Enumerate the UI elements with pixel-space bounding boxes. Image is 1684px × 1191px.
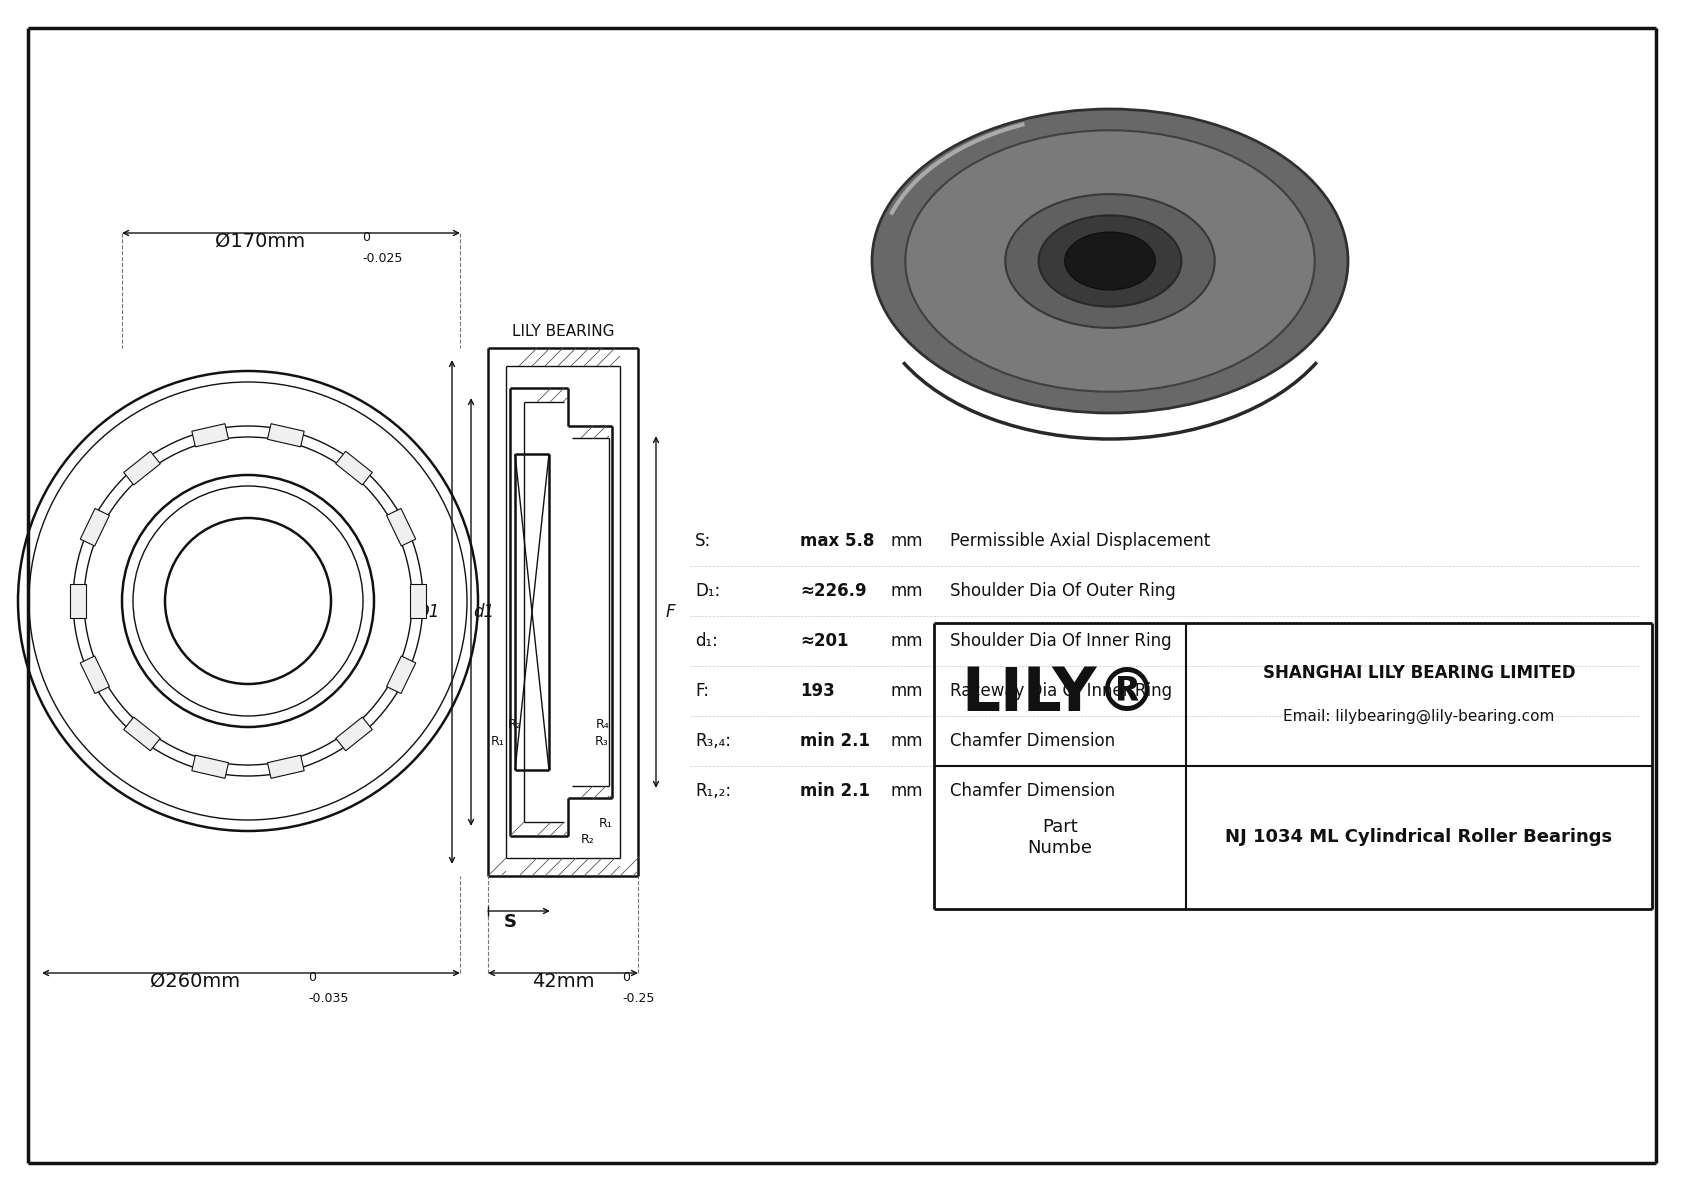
Ellipse shape [1005,194,1214,328]
Text: Ø260mm: Ø260mm [150,972,241,991]
Text: 193: 193 [800,682,835,700]
Polygon shape [268,424,305,447]
Text: d₁:: d₁: [695,632,717,650]
Text: R₃: R₃ [594,735,608,748]
Text: Permissible Axial Displacement: Permissible Axial Displacement [950,532,1211,550]
Text: Ø170mm: Ø170mm [216,232,305,251]
Polygon shape [192,755,229,779]
Text: S: S [504,913,517,931]
Text: SHANGHAI LILY BEARING LIMITED: SHANGHAI LILY BEARING LIMITED [1263,663,1575,681]
Text: F: F [665,603,675,621]
Text: LILY®: LILY® [962,665,1159,724]
Polygon shape [335,717,372,750]
Polygon shape [81,509,109,545]
Text: Raceway Dia Of Inner Ring: Raceway Dia Of Inner Ring [950,682,1172,700]
Ellipse shape [906,130,1315,392]
Text: Part
Numbe: Part Numbe [1027,818,1093,856]
Polygon shape [123,451,160,485]
Text: 0: 0 [308,971,317,984]
Text: min 2.1: min 2.1 [800,782,871,800]
Text: R₁: R₁ [600,817,613,830]
Polygon shape [71,584,86,618]
Text: Shoulder Dia Of Outer Ring: Shoulder Dia Of Outer Ring [950,582,1175,600]
Text: 42mm: 42mm [532,972,594,991]
Text: LILY BEARING: LILY BEARING [512,324,615,338]
Polygon shape [268,755,305,779]
Text: Chamfer Dimension: Chamfer Dimension [950,782,1115,800]
Ellipse shape [1039,216,1182,306]
Polygon shape [335,451,372,485]
Text: R₂: R₂ [509,718,522,731]
Text: mm: mm [891,732,923,750]
Text: mm: mm [891,682,923,700]
Polygon shape [387,509,416,545]
Text: R₁: R₁ [492,735,505,748]
Text: Email: lilybearing@lily-bearing.com: Email: lilybearing@lily-bearing.com [1283,709,1554,724]
Text: mm: mm [891,782,923,800]
Text: NJ 1034 ML Cylindrical Roller Bearings: NJ 1034 ML Cylindrical Roller Bearings [1226,829,1613,847]
Text: 0: 0 [362,231,370,244]
Text: Shoulder Dia Of Inner Ring: Shoulder Dia Of Inner Ring [950,632,1172,650]
Text: R₂: R₂ [581,833,594,846]
Text: F:: F: [695,682,709,700]
Text: ≈201: ≈201 [800,632,849,650]
Text: max 5.8: max 5.8 [800,532,874,550]
Polygon shape [81,656,109,693]
Text: D₁:: D₁: [695,582,721,600]
Text: mm: mm [891,532,923,550]
Ellipse shape [872,110,1347,413]
Polygon shape [192,424,229,447]
Text: min 2.1: min 2.1 [800,732,871,750]
Polygon shape [123,717,160,750]
Text: mm: mm [891,632,923,650]
Text: Chamfer Dimension: Chamfer Dimension [950,732,1115,750]
Text: S:: S: [695,532,711,550]
Polygon shape [387,656,416,693]
Text: -0.025: -0.025 [362,252,402,266]
Text: D1: D1 [416,603,440,621]
Text: mm: mm [891,582,923,600]
Text: R₃,₄:: R₃,₄: [695,732,731,750]
Ellipse shape [1064,232,1155,289]
Text: 0: 0 [621,971,630,984]
Polygon shape [409,584,426,618]
Text: ≈226.9: ≈226.9 [800,582,867,600]
Text: -0.25: -0.25 [621,992,655,1005]
Text: R₁,₂:: R₁,₂: [695,782,731,800]
Text: -0.035: -0.035 [308,992,349,1005]
Text: d1: d1 [473,603,493,621]
Text: R₄: R₄ [596,718,610,731]
